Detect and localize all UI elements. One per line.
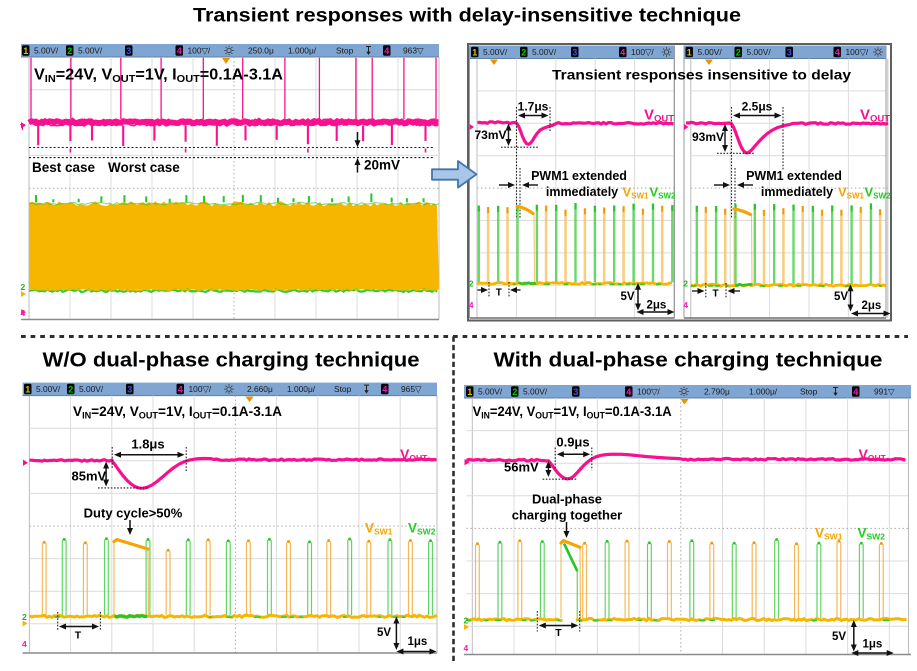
svg-text:2μs: 2μs <box>647 300 667 312</box>
svg-text:5.00V/: 5.00V/ <box>36 384 61 394</box>
svg-text:73mV: 73mV <box>475 128 507 142</box>
svg-text:5.00V/: 5.00V/ <box>532 47 557 57</box>
svg-text:1: 1 <box>25 384 30 394</box>
svg-text:4: 4 <box>384 46 389 56</box>
svg-text:VIN=24V, VOUT=1V, IOUT=0.1A-3.: VIN=24V, VOUT=1V, IOUT=0.1A-3.1A <box>34 67 283 86</box>
svg-text:85mV: 85mV <box>72 469 107 484</box>
svg-text:1μs: 1μs <box>408 636 428 648</box>
svg-text:5.00V/: 5.00V/ <box>79 384 104 394</box>
svg-text:5V: 5V <box>377 627 391 639</box>
svg-text:5V: 5V <box>834 291 848 303</box>
svg-text:2.790μ: 2.790μ <box>704 387 730 397</box>
svg-text:3: 3 <box>572 47 577 57</box>
svg-text:3: 3 <box>573 387 578 397</box>
svg-text:1.000μ/: 1.000μ/ <box>287 384 316 394</box>
svg-text:Duty cycle>50%: Duty cycle>50% <box>84 506 183 521</box>
svg-text:VIN=24V, VOUT=1V, IOUT=0.1A-3.: VIN=24V, VOUT=1V, IOUT=0.1A-3.1A <box>473 404 672 421</box>
svg-text:3: 3 <box>126 46 131 56</box>
svg-text:100▽/: 100▽/ <box>188 46 211 56</box>
svg-text:T: T <box>20 123 25 132</box>
svg-text:T: T <box>555 627 562 639</box>
svg-text:250.0μ: 250.0μ <box>248 46 274 56</box>
svg-text:100▽/: 100▽/ <box>189 384 212 394</box>
svg-text:4: 4 <box>835 47 840 57</box>
svg-text:4: 4 <box>626 387 631 397</box>
svg-text:5.00V/: 5.00V/ <box>478 387 503 397</box>
svg-text:5.00V/: 5.00V/ <box>34 46 59 56</box>
svg-text:100▽/: 100▽/ <box>637 387 660 397</box>
svg-text:2: 2 <box>68 384 73 394</box>
svg-text:1: 1 <box>472 47 477 57</box>
svg-text:VIN=24V, VOUT=1V, IOUT=0.1A-3.: VIN=24V, VOUT=1V, IOUT=0.1A-3.1A <box>73 404 282 421</box>
svg-text:1: 1 <box>687 47 692 57</box>
svg-text:4: 4 <box>684 301 689 310</box>
svg-text:5.00V/: 5.00V/ <box>747 47 772 57</box>
svg-text:PWM1 extended: PWM1 extended <box>746 169 842 183</box>
svg-text:2: 2 <box>736 47 741 57</box>
svg-text:3: 3 <box>787 47 792 57</box>
svg-text:100▽/: 100▽/ <box>631 47 654 57</box>
svg-text:T: T <box>712 289 718 300</box>
svg-text:4: 4 <box>469 301 474 310</box>
svg-text:93mV: 93mV <box>692 130 724 144</box>
svg-text:1: 1 <box>23 46 28 56</box>
svg-text:4: 4 <box>620 47 625 57</box>
svg-text:5V: 5V <box>621 291 635 303</box>
svg-text:Transient responses insensitiv: Transient responses insensitive to delay <box>552 67 851 83</box>
svg-text:0.9μs: 0.9μs <box>556 435 589 450</box>
svg-text:With dual-phase charging techn: With dual-phase charging technique <box>494 350 883 372</box>
svg-text:T: T <box>496 288 502 299</box>
svg-text:Stop: Stop <box>800 387 818 397</box>
svg-text:4: 4 <box>22 639 27 649</box>
svg-text:5.00V/: 5.00V/ <box>78 46 103 56</box>
svg-text:1.8μs: 1.8μs <box>131 437 164 452</box>
svg-text:5V: 5V <box>832 631 846 643</box>
svg-text:charging together: charging together <box>512 508 623 523</box>
svg-text:2.660μ: 2.660μ <box>247 384 273 394</box>
svg-text:immediately: immediately <box>761 185 833 199</box>
svg-text:2μs: 2μs <box>862 300 882 312</box>
svg-text:T: T <box>75 630 82 642</box>
svg-text:3: 3 <box>127 384 132 394</box>
svg-text:1μs: 1μs <box>863 639 883 651</box>
svg-text:965▽: 965▽ <box>401 384 422 394</box>
svg-text:Stop: Stop <box>336 46 354 56</box>
svg-text:4: 4 <box>853 387 858 397</box>
svg-text:5.00V/: 5.00V/ <box>523 387 548 397</box>
svg-text:5.00V/: 5.00V/ <box>483 47 508 57</box>
svg-text:1: 1 <box>467 387 472 397</box>
svg-text:20mV: 20mV <box>364 158 400 173</box>
svg-text:4: 4 <box>178 384 183 394</box>
svg-text:Best case: Best case <box>32 160 96 175</box>
svg-text:Worst case: Worst case <box>108 160 180 175</box>
svg-text:2: 2 <box>67 46 72 56</box>
svg-text:2: 2 <box>469 280 474 289</box>
svg-text:100▽/: 100▽/ <box>846 47 869 57</box>
svg-text:immediately: immediately <box>546 185 618 199</box>
svg-text:W/O dual-phase charging techni: W/O dual-phase charging technique <box>43 350 420 372</box>
svg-text:56mV: 56mV <box>504 460 539 475</box>
svg-text:963▽: 963▽ <box>403 46 424 56</box>
svg-text:2: 2 <box>464 616 469 626</box>
svg-text:Stop: Stop <box>334 384 352 394</box>
svg-text:1.000μ/: 1.000μ/ <box>749 387 778 397</box>
svg-text:1.000μ/: 1.000μ/ <box>288 46 317 56</box>
svg-text:4: 4 <box>382 384 387 394</box>
svg-text:2: 2 <box>22 612 27 622</box>
svg-text:2: 2 <box>521 47 526 57</box>
svg-text:5.00V/: 5.00V/ <box>698 47 723 57</box>
svg-text:PWM1 extended: PWM1 extended <box>531 169 627 183</box>
svg-text:991▽: 991▽ <box>874 387 895 397</box>
svg-text:Transient responses with delay: Transient responses with delay-insensiti… <box>193 5 741 27</box>
svg-text:1.7μs: 1.7μs <box>518 100 549 114</box>
svg-text:2.5μs: 2.5μs <box>742 100 773 114</box>
svg-text:4: 4 <box>177 46 182 56</box>
svg-text:2: 2 <box>684 280 689 289</box>
svg-text:4: 4 <box>464 643 469 653</box>
svg-text:2: 2 <box>512 387 517 397</box>
svg-text:Dual-phase: Dual-phase <box>532 492 602 507</box>
svg-text:2: 2 <box>21 282 26 292</box>
